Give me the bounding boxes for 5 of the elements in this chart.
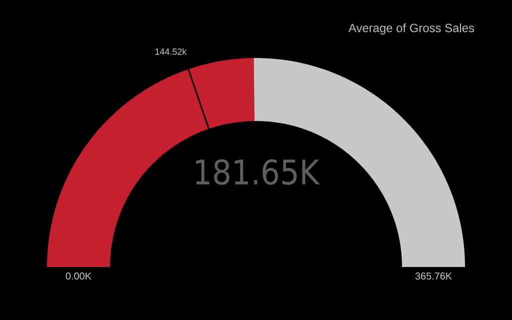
data-label: 144.52k: [155, 48, 187, 55]
text: 0.00K: [66, 272, 92, 280]
text: 365.76K: [415, 272, 452, 280]
chart-title: Average of Gross Sales: [348, 23, 474, 35]
text: 181.65K: [196, 159, 320, 185]
